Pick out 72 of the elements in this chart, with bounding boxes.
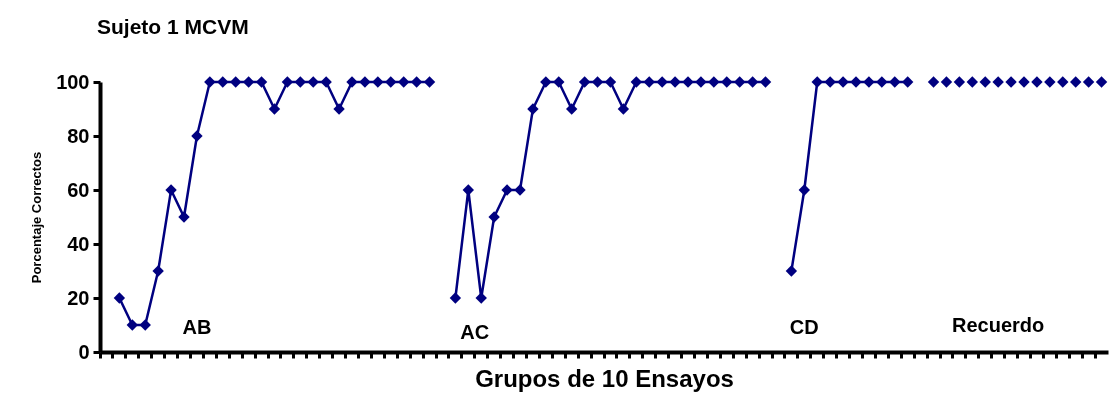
point [204, 76, 216, 88]
point [708, 76, 720, 88]
point [385, 76, 397, 88]
point [139, 319, 151, 331]
point [553, 76, 565, 88]
point [501, 184, 513, 196]
y-tick-label: 40 [67, 232, 90, 255]
point [695, 76, 707, 88]
point [876, 76, 888, 88]
point [643, 76, 655, 88]
point [165, 184, 177, 196]
point [1069, 76, 1082, 88]
point [307, 76, 319, 88]
annotation: AC [460, 321, 490, 344]
point [1005, 76, 1017, 88]
point [462, 184, 475, 196]
point [1082, 76, 1095, 88]
point [656, 76, 668, 88]
annotation: AB [182, 315, 212, 338]
point [1057, 76, 1069, 88]
annotation: Recuerdo [952, 314, 1045, 337]
y-tick-label: 0 [78, 340, 90, 363]
point [617, 103, 630, 115]
y-tick-label: 20 [67, 286, 90, 309]
point [565, 103, 578, 115]
point [359, 76, 371, 88]
point [1095, 76, 1108, 88]
point [191, 130, 203, 142]
x-axis-title: Grupos de 10 Ensayos [475, 365, 734, 392]
point [346, 76, 358, 88]
point [889, 76, 901, 88]
point [1018, 76, 1030, 88]
point [178, 211, 190, 223]
y-axis-title: Porcentaje Correctos [29, 151, 45, 284]
point [604, 76, 617, 88]
point [488, 211, 500, 223]
point [475, 292, 487, 304]
point [540, 76, 552, 88]
point [152, 265, 164, 277]
point [669, 76, 681, 88]
point [1031, 76, 1043, 88]
point [372, 76, 384, 88]
point [785, 265, 798, 277]
point [217, 76, 229, 88]
point [514, 184, 526, 196]
point [966, 76, 979, 88]
point [1044, 76, 1056, 88]
point [811, 76, 823, 88]
point [449, 292, 462, 304]
y-tick-label: 80 [67, 124, 90, 147]
annotation: CD [789, 315, 819, 338]
point [927, 76, 940, 88]
point [850, 76, 862, 88]
point [992, 76, 1004, 88]
point [682, 76, 694, 88]
point [979, 76, 991, 88]
point [333, 103, 345, 115]
point [824, 76, 836, 88]
y-tick-label: 100 [56, 70, 90, 93]
y-tick-label: 60 [67, 178, 90, 201]
point [113, 292, 126, 304]
point [578, 76, 591, 88]
point [798, 184, 811, 196]
point [721, 76, 733, 88]
point [940, 76, 953, 88]
point [320, 76, 332, 88]
point [268, 103, 281, 115]
point [837, 76, 849, 88]
point [953, 76, 966, 88]
point [527, 103, 539, 115]
point [863, 76, 875, 88]
chart-title: Sujeto 1 MCVM [97, 15, 249, 38]
